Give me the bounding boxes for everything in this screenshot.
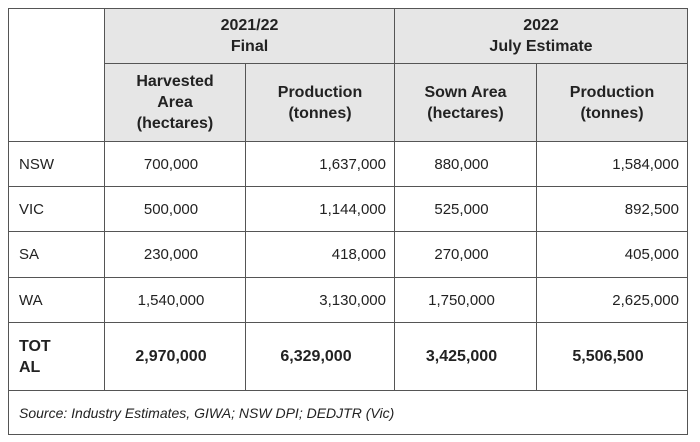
value-cell: 700,000	[104, 141, 246, 187]
value-cell: 418,000	[245, 231, 395, 278]
value-cell: 1,750,000	[394, 277, 537, 323]
table-row: NSW 700,000 1,637,000 880,000 1,584,000	[8, 141, 688, 187]
corner-cell	[8, 8, 105, 142]
source-row: Source: Industry Estimates, GIWA; NSW DP…	[8, 390, 688, 435]
total-value-cell: 2,970,000	[104, 322, 246, 391]
region-cell: VIC	[8, 186, 105, 232]
table-row: WA 1,540,000 3,130,000 1,750,000 2,625,0…	[8, 277, 688, 323]
value-cell: 2,625,000	[536, 277, 688, 323]
value-cell: 500,000	[104, 186, 246, 232]
region-cell: SA	[8, 231, 105, 278]
value-cell: 1,540,000	[104, 277, 246, 323]
value-cell: 270,000	[394, 231, 537, 278]
source-note: Source: Industry Estimates, GIWA; NSW DP…	[8, 390, 688, 435]
total-row: TOT AL 2,970,000 6,329,000 3,425,000 5,5…	[8, 322, 688, 391]
column-header-production-estimate: Production (tonnes)	[536, 63, 688, 142]
crop-estimates-table: 2021/22 Final 2022 July Estimate Harvest…	[8, 8, 688, 435]
column-header-sown-area: Sown Area (hectares)	[394, 63, 537, 142]
region-cell: WA	[8, 277, 105, 323]
column-header-row: Harvested Area (hectares) Production (to…	[9, 63, 688, 142]
column-header-harvested-area: Harvested Area (hectares)	[104, 63, 246, 142]
value-cell: 230,000	[104, 231, 246, 278]
total-label: TOT AL	[8, 322, 105, 391]
group-header-2021-22: 2021/22 Final	[104, 8, 395, 64]
value-cell: 3,130,000	[245, 277, 395, 323]
value-cell: 1,637,000	[245, 141, 395, 187]
total-value-cell: 6,329,000	[245, 322, 395, 391]
region-cell: NSW	[8, 141, 105, 187]
table-container: 2021/22 Final 2022 July Estimate Harvest…	[8, 8, 688, 435]
table-row: SA 230,000 418,000 270,000 405,000	[8, 231, 688, 278]
value-cell: 405,000	[536, 231, 688, 278]
table-row: VIC 500,000 1,144,000 525,000 892,500	[8, 186, 688, 232]
total-value-cell: 5,506,500	[536, 322, 688, 391]
column-header-production-final: Production (tonnes)	[245, 63, 395, 142]
value-cell: 525,000	[394, 186, 537, 232]
group-header-row: 2021/22 Final 2022 July Estimate	[8, 8, 688, 142]
value-cell: 1,584,000	[536, 141, 688, 187]
total-value-cell: 3,425,000	[394, 322, 537, 391]
value-cell: 880,000	[394, 141, 537, 187]
group-header-2022: 2022 July Estimate	[394, 8, 688, 64]
value-cell: 1,144,000	[245, 186, 395, 232]
value-cell: 892,500	[536, 186, 688, 232]
